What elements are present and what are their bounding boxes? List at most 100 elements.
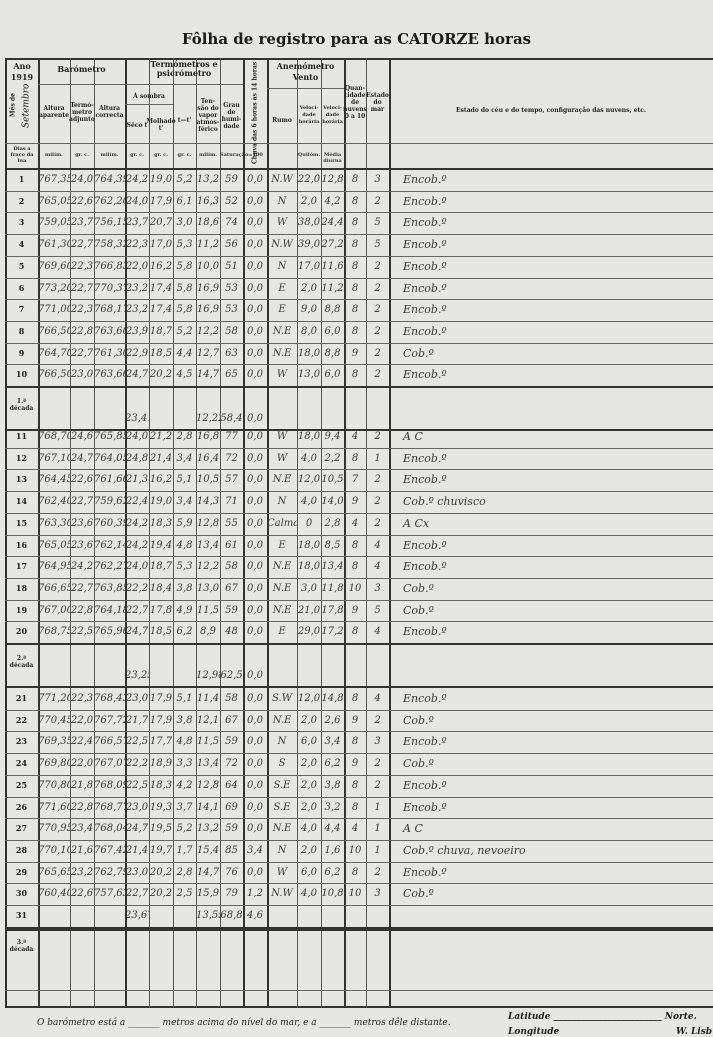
table-cell: 6,0 [324,325,341,337]
table-cell: 0,0 [247,779,263,791]
row-rule [5,883,713,885]
sky-remark: Encob.º [403,259,447,273]
table-cell: 11,6 [321,260,344,272]
table-cell: N.E [272,582,292,594]
day-number: 30 [15,888,28,899]
table-cell: 4 [374,539,381,551]
table-cell: 22,8 [70,801,94,813]
decada-tensao: 12,98 [196,670,220,681]
unit-label: gr. c. [130,152,144,158]
table-cell: 12,2 [196,561,220,573]
day-number: 29 [15,866,28,877]
sky-remark: Encob.º [403,238,447,252]
table-cell: 69 [225,801,238,813]
sky-remark: Cob.º [403,757,434,771]
table-cell: E [278,539,286,551]
decada-rule [5,686,713,688]
table-cell: 766,83 [94,260,125,272]
table-cell: 8 [351,195,359,207]
ano-value: 1919 [10,71,34,82]
table-cell: 77 [225,431,238,442]
table-cell: 766,57 [94,736,125,748]
table-cell: 2 [374,369,381,381]
column-divider [389,58,391,1008]
table-cell: 764,45 [38,474,70,486]
table-cell: 22,3 [70,304,94,316]
table-cell: 13,4 [321,561,344,573]
longitude-label: Longitude [508,1027,560,1037]
table-cell: 11,2 [321,282,344,294]
unit-label: gr. c. [177,152,192,158]
table-cell: 2 [374,304,381,316]
table-cell: 2,8 [176,431,193,442]
tensao-header: Ten-são do vapor atmos-férico [196,98,220,133]
ano-label: Ano [13,60,31,71]
sky-remark: Encob.º [403,473,447,487]
table-cell: 23,67 [125,910,149,921]
table-cell: 773,20 [38,282,70,294]
sky-remark: Encob.º [403,735,447,749]
table-cell: 2 [374,496,381,508]
table-cell: 24,2 [70,561,94,573]
table-cell: 24,2 [125,174,149,185]
day-number: 27 [15,823,28,834]
table-cell: 0,0 [247,823,263,835]
day-number: 18 [15,582,28,593]
day-number: 16 [15,539,28,550]
table-cell: 0,0 [247,304,263,316]
day-number: 22 [15,714,28,725]
row-rule [5,277,713,279]
table-cell: 23,4 [70,823,94,835]
unit-label: Saturação=100 [220,152,263,158]
table-cell: 768,43 [94,693,125,704]
table-cell: 13,4 [196,539,220,551]
decada-rule [5,429,713,431]
table-cell: 53 [225,282,238,294]
column-divider [38,58,40,1008]
table-cell: 22,0 [125,260,149,272]
table-cell: W [276,452,288,464]
table-cell: 13,4 [196,758,220,770]
table-cell: 0,0 [247,325,263,337]
table-cell [344,905,366,927]
vento-header: Vento [292,71,319,82]
table-cell: 764,05 [94,452,125,464]
table-cell: 766,50 [38,369,70,381]
table-cell: 21,6 [70,844,94,856]
table-cell: 3,4 [176,452,193,464]
table-cell [70,905,94,927]
table-cell: 9 [351,496,359,508]
table-cell: 16,2 [149,260,173,272]
decada-grau [220,949,243,970]
table-cell: 9 [351,758,359,770]
table-cell: 22,7 [70,239,94,251]
row-rule [5,709,713,711]
table-cell: 18,7 [149,325,173,337]
table-cell: 13,2 [196,174,220,185]
unit-label: Quilóm. [297,152,321,158]
table-cell: 764,18 [94,604,125,616]
sky-remark: Encob.º [403,692,447,705]
table-cell: N.E [272,474,292,486]
header-rule [125,104,173,105]
table-cell: 59 [225,736,238,748]
table-cell: 4,4 [324,823,341,835]
table-cell: 11,5 [196,736,220,748]
table-cell: 8 [351,693,359,704]
row-rule [5,512,713,514]
table-cell: 24,6 [70,431,94,442]
table-cell: 0,0 [247,758,263,770]
table-cell: 22,8 [70,325,94,337]
table-cell: S [278,758,286,770]
table-cell: 17,4 [149,282,173,294]
day-number: 8 [18,325,25,336]
table-cell: 58 [225,561,238,573]
table-cell: 58 [225,325,238,337]
table-cell: 2 [374,779,381,791]
table-cell: 22,6 [70,474,94,486]
table-cell: 13,0 [196,582,220,594]
sky-remark: Cob.º chuva, nevoeiro [403,843,526,857]
row-rule [5,599,713,601]
table-cell: 2 [374,195,381,207]
latitude-label: Latitude [508,1012,551,1022]
